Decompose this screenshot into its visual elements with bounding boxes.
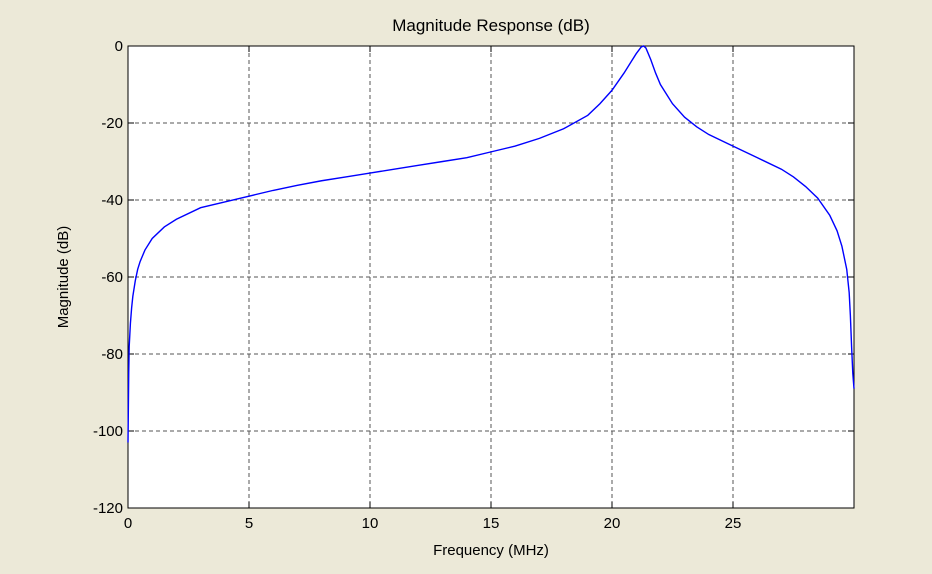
y-tick-label: -60 (101, 269, 123, 286)
y-axis-label: Magnitude (dB) (55, 226, 72, 329)
chart-title: Magnitude Response (dB) (392, 16, 590, 35)
series-line-magnitude (127, 45, 855, 443)
y-tick-label: -120 (93, 500, 123, 517)
x-tick-label: 10 (362, 515, 379, 532)
y-tick-label: -100 (93, 423, 123, 440)
x-axis-label: Frequency (MHz) (433, 542, 549, 559)
grid-lines (128, 46, 854, 508)
x-tick-label: 25 (725, 515, 742, 532)
x-tick-label: 5 (245, 515, 253, 532)
y-tick-label: -80 (101, 346, 123, 363)
y-tick-label: -40 (101, 192, 123, 209)
x-tick-label: 20 (604, 515, 621, 532)
y-tick-label: -20 (101, 115, 123, 132)
x-ticks: 0 5 10 15 20 25 (124, 46, 742, 532)
x-tick-label: 0 (124, 515, 132, 532)
x-tick-label: 15 (483, 515, 500, 532)
y-tick-label: 0 (115, 38, 123, 55)
y-ticks: 0 -20 -40 -60 -80 -100 -120 (93, 38, 854, 517)
